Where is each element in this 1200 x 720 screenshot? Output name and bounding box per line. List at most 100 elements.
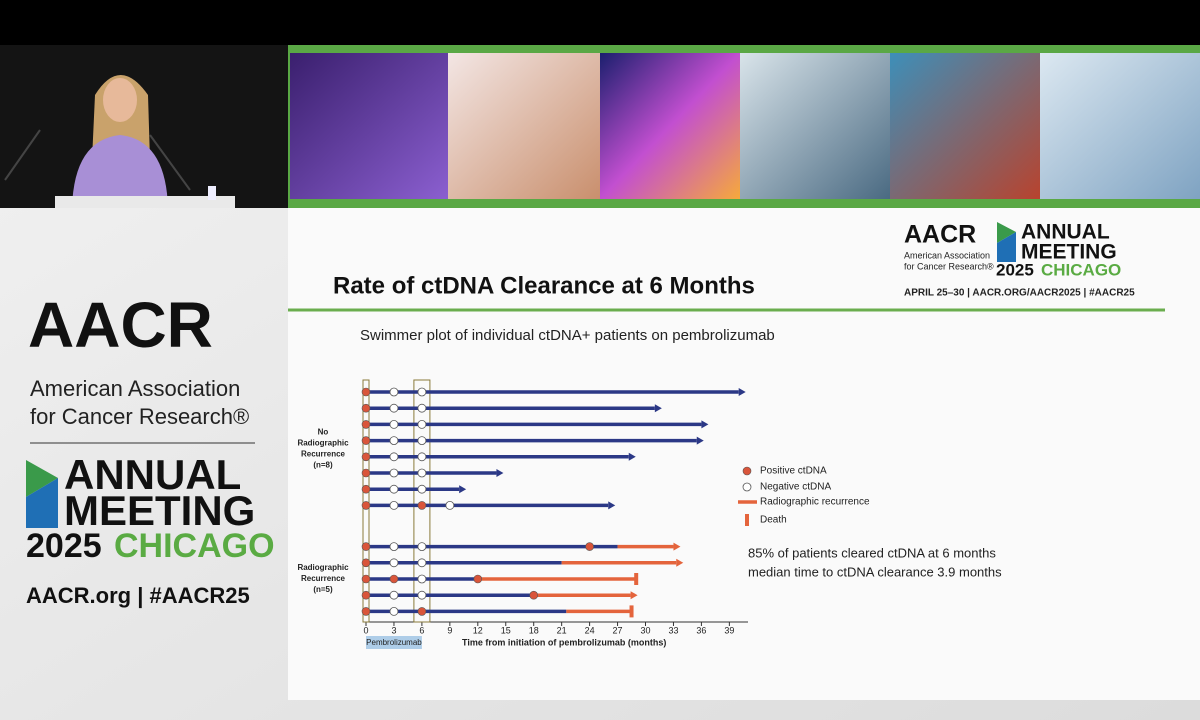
treatment-start-column: [362, 379, 370, 623]
treatment-label: Pembrolizumab: [366, 638, 422, 647]
x-tick-label: 30: [641, 625, 651, 635]
links: AACR.org | #AACR25: [26, 583, 250, 608]
positive-ctdna: [417, 501, 427, 510]
negative-ctdna: [417, 468, 427, 478]
top-bar: [0, 0, 1200, 45]
positive-ctdna: [361, 420, 371, 429]
x-tick-label: 9: [447, 625, 452, 635]
meeting-year: 2025: [26, 527, 102, 565]
legend-label: Death: [760, 515, 787, 526]
x-tick-label: 36: [696, 625, 706, 635]
negative-ctdna: [389, 387, 399, 397]
legend-label: Positive ctDNA: [760, 466, 827, 477]
x-tick-label: 27: [613, 625, 623, 635]
negative-ctdna: [417, 574, 427, 584]
x-tick-label: 12: [473, 625, 483, 635]
x-tick-label: 21: [557, 625, 567, 635]
positive-ctdna: [417, 607, 427, 616]
speaker: [4, 75, 235, 208]
treatment-end-column: [413, 379, 431, 623]
positive-ctdna: [361, 436, 371, 445]
x-tick-label: 24: [585, 625, 595, 635]
negative-ctdna: [417, 558, 427, 568]
positive-ctdna: [361, 501, 371, 510]
positive-ctdna: [361, 468, 371, 478]
positive-ctdna: [361, 452, 371, 462]
x-tick-label: 3: [391, 625, 396, 635]
x-tick-label: 33: [668, 625, 678, 635]
negative-ctdna: [417, 403, 427, 413]
ongoing-arrow: [608, 501, 616, 510]
positive-ctdna: [389, 574, 399, 584]
ongoing-arrow: [630, 591, 638, 600]
annotation: 85% of patients cleared ctDNA at 6 month…: [748, 545, 996, 560]
negative-ctdna: [417, 436, 427, 446]
x-tick-label: 15: [501, 625, 511, 635]
negative-ctdna: [389, 590, 399, 600]
meeting-icon: [26, 460, 58, 497]
slide-title: Rate of ctDNA Clearance at 6 Months: [333, 272, 755, 299]
slide-subtitle: Swimmer plot of individual ctDNA+ patien…: [360, 327, 775, 344]
org-name: for Cancer Research®: [30, 404, 249, 429]
positive-ctdna: [529, 590, 539, 600]
meeting-icon: [26, 478, 58, 528]
ongoing-arrow: [696, 436, 704, 445]
negative-ctdna: [389, 452, 399, 462]
slide-dates: APRIL 25–30 | AACR.ORG/AACR2025 | #AACR2…: [904, 288, 1135, 299]
negative-ctdna: [389, 484, 399, 494]
slide-year: 2025: [996, 260, 1034, 279]
positive-ctdna: [361, 484, 371, 494]
ongoing-arrow: [673, 542, 681, 551]
negative-ctdna: [389, 436, 399, 446]
negative-ctdna: [445, 500, 455, 510]
org-name: American Association: [30, 376, 240, 401]
ongoing-arrow: [459, 485, 467, 494]
legend-negative: [742, 482, 752, 492]
ongoing-arrow: [701, 420, 709, 429]
group-label: No: [318, 427, 329, 436]
slide-org: American Association: [904, 250, 990, 260]
positive-ctdna: [361, 607, 371, 616]
meeting-name: ANNUAL: [64, 451, 241, 498]
group-label: Recurrence: [301, 449, 346, 458]
negative-ctdna: [389, 500, 399, 510]
ongoing-arrow: [676, 558, 684, 567]
positive-ctdna: [361, 403, 371, 413]
ongoing-arrow: [628, 452, 636, 461]
legend-positive: [742, 466, 752, 476]
x-tick-label: 39: [724, 625, 734, 635]
meeting-icon: [997, 222, 1016, 243]
negative-ctdna: [389, 468, 399, 478]
positive-ctdna: [361, 558, 371, 568]
x-tick-label: 0: [363, 625, 368, 635]
ongoing-arrow: [738, 388, 746, 396]
slide-city: CHICAGO: [1041, 260, 1121, 279]
x-tick-label: 6: [419, 625, 424, 635]
negative-ctdna: [389, 607, 399, 616]
negative-ctdna: [417, 452, 427, 462]
positive-ctdna: [361, 574, 371, 584]
group-label: Radiographic: [297, 563, 349, 572]
negative-ctdna: [417, 590, 427, 600]
slide-logo: AACR: [904, 221, 976, 249]
legend-label: Negative ctDNA: [760, 482, 831, 493]
treatment-band: [366, 636, 422, 649]
death-marker: [634, 573, 639, 585]
negative-ctdna: [417, 387, 427, 397]
negative-ctdna: [389, 403, 399, 413]
positive-ctdna: [361, 590, 371, 600]
group-label: Recurrence: [301, 574, 346, 583]
negative-ctdna: [417, 419, 427, 429]
negative-ctdna: [389, 419, 399, 429]
slide-meeting: ANNUAL: [1021, 221, 1110, 244]
x-tick-label: 18: [529, 625, 539, 635]
meeting-name: MEETING: [64, 487, 255, 534]
ongoing-arrow: [654, 404, 662, 413]
group-label: (n=8): [313, 460, 333, 469]
group-label: (n=5): [313, 585, 333, 594]
ongoing-arrow: [496, 469, 504, 477]
annotation: median time to ctDNA clearance 3.9 month…: [748, 564, 1002, 579]
negative-ctdna: [389, 542, 399, 551]
